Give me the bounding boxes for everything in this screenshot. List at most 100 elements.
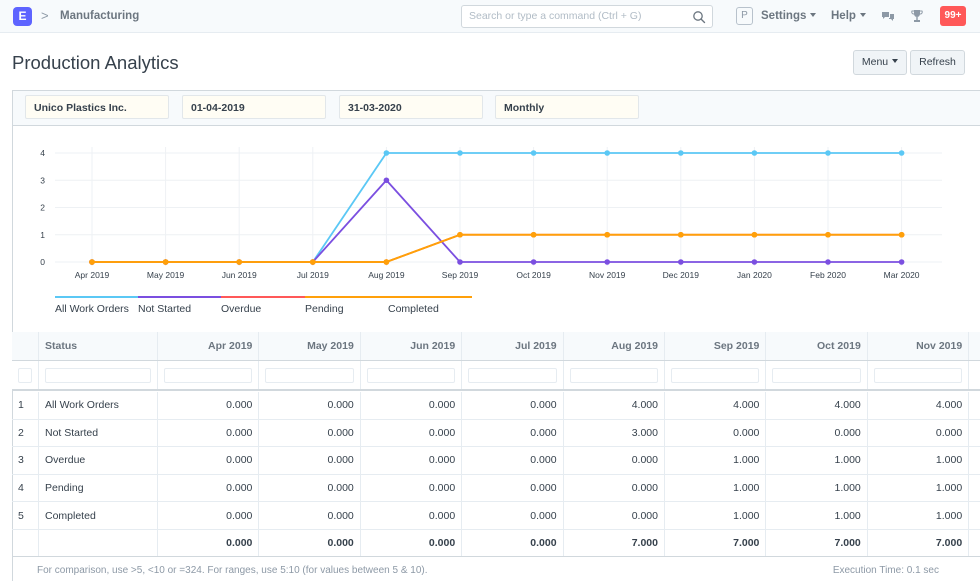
status-cell[interactable]: Overdue xyxy=(39,447,158,474)
trophy-icon[interactable] xyxy=(910,9,924,23)
data-point[interactable] xyxy=(678,231,684,238)
column-header[interactable]: Sep 2019 xyxy=(665,332,767,360)
value-cell[interactable]: 1.000 xyxy=(766,447,868,474)
column-filter-input[interactable] xyxy=(18,367,32,383)
search-box[interactable] xyxy=(461,5,713,28)
value-cell[interactable]: 1.000 xyxy=(665,447,767,474)
column-header[interactable]: Aug 2019 xyxy=(564,332,665,360)
menu-button[interactable]: Menu xyxy=(853,50,907,75)
value-cell[interactable]: 3.000 xyxy=(564,419,665,447)
column-header[interactable]: Nov 2019 xyxy=(868,332,970,360)
column-filter-input[interactable] xyxy=(265,367,354,383)
column-header[interactable]: Apr 2019 xyxy=(158,332,260,360)
help-dropdown[interactable]: Help xyxy=(831,10,866,22)
company-filter[interactable]: Unico Plastics Inc. xyxy=(25,95,169,119)
from-date-filter[interactable]: 01-04-2019 xyxy=(182,95,326,119)
value-cell[interactable]: 0.000 xyxy=(868,419,970,447)
value-cell[interactable]: 0.000 xyxy=(158,474,260,502)
column-filter-input[interactable] xyxy=(569,367,658,383)
column-filter-input[interactable] xyxy=(468,367,557,383)
value-cell[interactable]: 0.000 xyxy=(462,392,564,419)
data-point[interactable] xyxy=(162,259,169,265)
user-avatar[interactable]: P xyxy=(736,7,753,25)
value-cell[interactable]: 0.000 xyxy=(259,392,361,419)
column-filter-input[interactable] xyxy=(671,367,760,383)
status-cell[interactable]: Not Started xyxy=(39,419,158,447)
data-point[interactable] xyxy=(236,259,242,265)
value-cell[interactable]: 0.000 xyxy=(361,447,463,474)
value-cell[interactable]: 0.000 xyxy=(361,502,463,529)
value-cell[interactable]: 1.000 xyxy=(868,447,970,474)
data-point[interactable] xyxy=(530,259,537,265)
value-cell[interactable]: 0.000 xyxy=(564,474,665,502)
column-filter-input[interactable] xyxy=(873,367,963,383)
breadcrumb-manufacturing[interactable]: Manufacturing xyxy=(60,10,140,22)
data-point[interactable] xyxy=(383,150,390,156)
data-point[interactable] xyxy=(825,150,831,156)
settings-dropdown[interactable]: Settings xyxy=(761,10,817,22)
value-cell[interactable]: 0.000 xyxy=(462,474,564,502)
status-cell[interactable]: All Work Orders xyxy=(39,392,158,419)
value-cell[interactable]: 4.000 xyxy=(564,392,665,419)
column-header[interactable]: Oct 2019 xyxy=(766,332,868,360)
data-point[interactable] xyxy=(604,150,610,156)
data-point[interactable] xyxy=(457,231,463,238)
data-point[interactable] xyxy=(604,231,610,238)
value-cell[interactable]: 0.000 xyxy=(462,502,564,529)
value-cell[interactable]: 1.000 xyxy=(766,474,868,502)
value-cell[interactable]: 4.000 xyxy=(868,392,970,419)
value-cell[interactable]: 1.000 xyxy=(766,502,868,529)
value-cell[interactable]: 0.000 xyxy=(259,447,361,474)
value-cell[interactable]: 1.000 xyxy=(665,474,767,502)
app-logo[interactable]: E xyxy=(13,7,32,26)
value-cell[interactable]: 0.000 xyxy=(766,419,868,447)
status-cell[interactable]: Pending xyxy=(39,474,158,502)
column-header[interactable]: Jul 2019 xyxy=(462,332,564,360)
column-filter-input[interactable] xyxy=(164,367,253,383)
data-point[interactable] xyxy=(751,231,758,238)
value-cell[interactable]: 0.000 xyxy=(361,419,463,447)
value-cell[interactable]: 0.000 xyxy=(158,419,260,447)
data-point[interactable] xyxy=(825,231,831,238)
column-header[interactable]: Jun 2019 xyxy=(361,332,463,360)
value-cell[interactable]: 0.000 xyxy=(158,502,260,529)
column-filter-input[interactable] xyxy=(45,367,151,383)
value-cell[interactable]: 0.000 xyxy=(462,419,564,447)
column-header[interactable]: May 2019 xyxy=(259,332,361,360)
value-cell[interactable]: 4.000 xyxy=(766,392,868,419)
column-filter-input[interactable] xyxy=(366,367,456,383)
data-point[interactable] xyxy=(678,259,684,265)
data-point[interactable] xyxy=(383,177,390,184)
value-cell[interactable]: 0.000 xyxy=(564,502,665,529)
column-filter-input[interactable] xyxy=(772,367,861,383)
value-cell[interactable]: 0.000 xyxy=(564,447,665,474)
data-point[interactable] xyxy=(310,259,316,265)
data-point[interactable] xyxy=(383,259,390,265)
value-cell[interactable]: 1.000 xyxy=(665,502,767,529)
value-cell[interactable]: 0.000 xyxy=(665,419,767,447)
data-point[interactable] xyxy=(530,231,537,238)
search-icon[interactable] xyxy=(692,10,706,24)
refresh-button[interactable]: Refresh xyxy=(910,50,965,75)
value-cell[interactable]: 0.000 xyxy=(158,447,260,474)
value-cell[interactable]: 1.000 xyxy=(868,502,970,529)
value-cell[interactable]: 4.000 xyxy=(665,392,767,419)
data-point[interactable] xyxy=(678,150,684,156)
data-point[interactable] xyxy=(751,150,758,156)
notification-badge[interactable]: 99+ xyxy=(940,6,966,26)
data-point[interactable] xyxy=(530,150,537,156)
range-filter[interactable]: Monthly xyxy=(495,95,639,119)
data-point[interactable] xyxy=(825,259,831,265)
value-cell[interactable]: 0.000 xyxy=(462,447,564,474)
value-cell[interactable]: 0.000 xyxy=(361,392,463,419)
value-cell[interactable]: 0.000 xyxy=(259,474,361,502)
data-point[interactable] xyxy=(457,259,463,265)
value-cell[interactable]: 0.000 xyxy=(259,502,361,529)
data-point[interactable] xyxy=(457,150,463,156)
data-point[interactable] xyxy=(89,259,95,265)
data-point[interactable] xyxy=(898,259,905,265)
to-date-filter[interactable]: 31-03-2020 xyxy=(339,95,483,119)
data-point[interactable] xyxy=(751,259,758,265)
data-point[interactable] xyxy=(604,259,610,265)
value-cell[interactable]: 0.000 xyxy=(158,392,260,419)
